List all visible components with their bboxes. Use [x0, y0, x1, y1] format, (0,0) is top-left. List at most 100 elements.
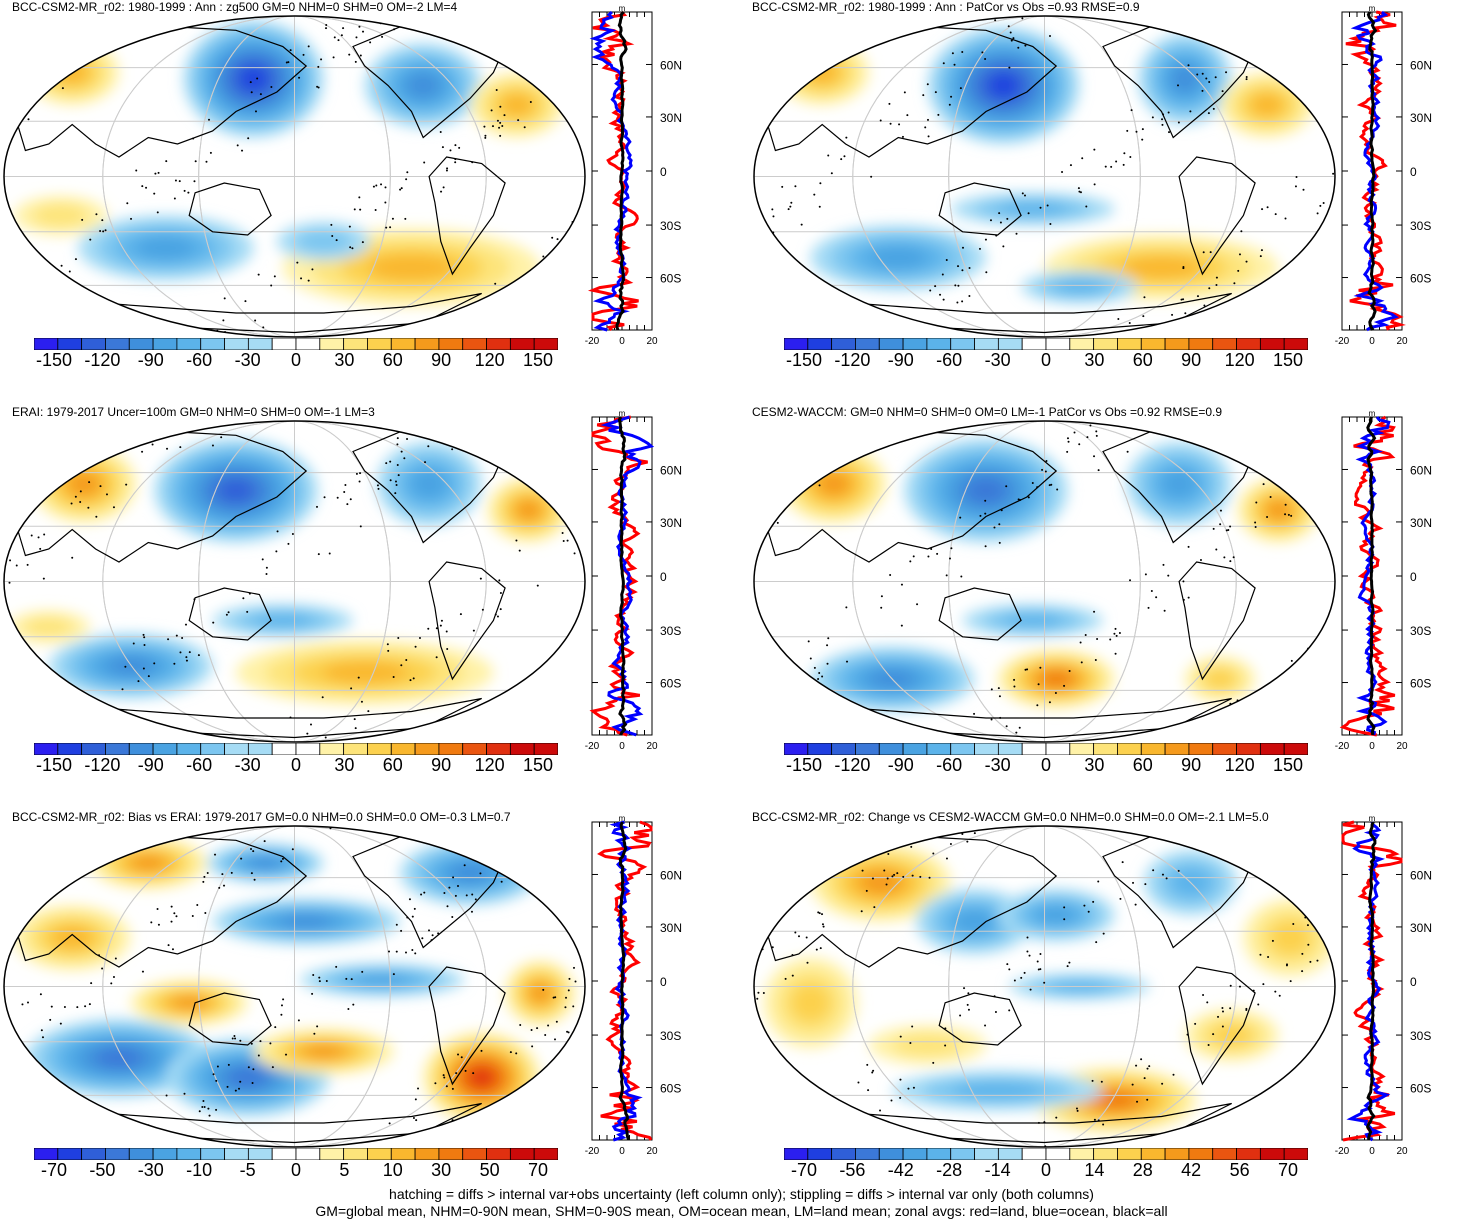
- colorbar-tick-label: 60: [1132, 350, 1153, 370]
- map-border: [3, 420, 586, 743]
- colorbar-swatch: [319, 1148, 345, 1160]
- colorbar-swatch: [997, 1148, 1023, 1160]
- colorbar: [34, 1148, 558, 1160]
- colorbar-swatch: [128, 743, 154, 755]
- colorbar-swatch: [1283, 1148, 1308, 1160]
- colorbar-tick-label: 90: [431, 350, 452, 370]
- colorbar-swatch: [1188, 743, 1214, 755]
- anomaly-contour: [1042, 672, 1070, 686]
- coastline: [60, 1102, 482, 1144]
- colorbar-swatch: [1188, 338, 1214, 350]
- colorbar-tick-label: -120: [834, 755, 871, 775]
- zonal-ocean-curve: [1355, 416, 1391, 736]
- anomaly-contour: [411, 469, 447, 499]
- colorbar-swatch: [462, 1148, 487, 1160]
- map-border: [753, 420, 1336, 743]
- colorbar-tick-label: -150: [785, 755, 823, 775]
- colorbar-tick-label: -30: [984, 755, 1011, 775]
- colorbar-tick-label: -60: [936, 755, 963, 775]
- colorbar-labels: -70 -50 -30 -10 -5 0 5 10 30 50 70: [34, 1160, 558, 1182]
- colorbar-tick-label: 14: [1084, 1160, 1105, 1180]
- colorbar-swatch: [926, 338, 952, 350]
- map: [753, 420, 1336, 743]
- colorbar-swatch: [438, 1148, 464, 1160]
- colorbar-tick-label: -50: [89, 1160, 116, 1180]
- zonal-all-curve: [615, 10, 628, 331]
- coastline: [428, 966, 506, 1086]
- colorbar-swatch: [831, 338, 856, 350]
- colorbar-swatch: [224, 1148, 249, 1160]
- colorbar-swatch: [438, 743, 464, 755]
- colorbar-swatch: [34, 1148, 59, 1160]
- anomaly-contour: [354, 974, 410, 986]
- anomaly-contour: [295, 229, 352, 254]
- map-border: [753, 825, 1336, 1148]
- colorbar-swatch: [152, 338, 178, 350]
- colorbar-swatch: [1236, 743, 1261, 755]
- colorbar: [784, 338, 1308, 350]
- zonal-x-label: 0: [1369, 1146, 1375, 1157]
- colorbar-tick-label: 120: [474, 755, 505, 775]
- colorbar-swatch: [34, 338, 59, 350]
- colorbar-tick-label: 30: [1084, 350, 1105, 370]
- colorbar-swatch: [390, 1148, 416, 1160]
- colorbar-tick-label: 150: [522, 350, 554, 370]
- anomaly-contour: [471, 1069, 493, 1086]
- zonal-lat-label: 0: [1410, 165, 1417, 179]
- colorbar-swatch: [390, 338, 416, 350]
- coastline: [1178, 966, 1256, 1086]
- anomaly-contour: [69, 473, 99, 495]
- panel-b: BCC-CSM2-MR_r02: 1980-1999 : Ann : PatCo…: [750, 0, 1483, 400]
- anomaly-contour: [1054, 280, 1105, 294]
- colorbar-swatch: [176, 1148, 202, 1160]
- colorbar-swatch: [1164, 1148, 1190, 1160]
- colorbar-swatch: [902, 338, 928, 350]
- zonal-x-label: 20: [646, 741, 658, 752]
- colorbar-swatch: [295, 1148, 321, 1160]
- colorbar-tick-label: -30: [984, 350, 1011, 370]
- colorbar-tick-label: 120: [1224, 350, 1255, 370]
- anomaly-contour: [869, 246, 928, 269]
- colorbar-swatch: [105, 743, 130, 755]
- colorbar-swatch: [509, 1148, 535, 1160]
- coastline: [1178, 561, 1256, 681]
- colorbar-swatch: [974, 338, 999, 350]
- colorbar-swatch: [1212, 1148, 1237, 1160]
- colorbar-labels: -70 -56 -42 -28 -14 0 14 28 42 56 70: [784, 1160, 1308, 1182]
- panel-a: BCC-CSM2-MR_r02: 1980-1999 : Ann : zg500…: [0, 0, 733, 400]
- colorbar-tick-label: 30: [334, 350, 355, 370]
- zonal-x-label: 0: [619, 1146, 625, 1157]
- colorbar-swatch: [1140, 338, 1166, 350]
- colorbar-swatch: [1069, 743, 1095, 755]
- zonal-x-label: -20: [585, 741, 600, 752]
- colorbar-swatch: [950, 1148, 975, 1160]
- colorbar-swatch: [128, 338, 154, 350]
- colorbar-swatch: [807, 743, 833, 755]
- colorbar-swatch: [1140, 743, 1166, 755]
- anomaly-contour: [1251, 94, 1283, 116]
- coastline: [188, 587, 272, 641]
- colorbar-swatch: [128, 1148, 154, 1160]
- zonal-lat-label: 60S: [1410, 272, 1431, 286]
- zonal-x-label: 20: [1396, 336, 1408, 347]
- colorbar: [784, 1148, 1308, 1160]
- colorbar-swatch: [831, 1148, 856, 1160]
- zonal-x-label: 0: [619, 741, 625, 752]
- colorbar-swatch: [176, 743, 202, 755]
- anomaly-contour: [132, 855, 165, 871]
- zonal-lat-label: 0: [660, 165, 667, 179]
- colorbar-swatch: [271, 1148, 297, 1160]
- footer-line-1: hatching = diffs > internal var+obs unce…: [389, 1186, 1094, 1202]
- colorbar-swatch: [1259, 1148, 1285, 1160]
- colorbar-swatch: [533, 743, 558, 755]
- colorbar-tick-label: -30: [137, 1160, 164, 1180]
- colorbar-tick-label: -30: [234, 350, 261, 370]
- colorbar-swatch: [176, 338, 202, 350]
- anomaly-contour: [97, 1049, 141, 1067]
- zonal-lat-label: 30N: [660, 111, 682, 125]
- colorbar-tick-label: 5: [339, 1160, 350, 1180]
- zonal-unit-label: m: [1369, 409, 1376, 418]
- colorbar-swatch: [367, 743, 392, 755]
- colorbar-tick-label: -60: [936, 350, 963, 370]
- colorbar-tick-label: 120: [1224, 755, 1255, 775]
